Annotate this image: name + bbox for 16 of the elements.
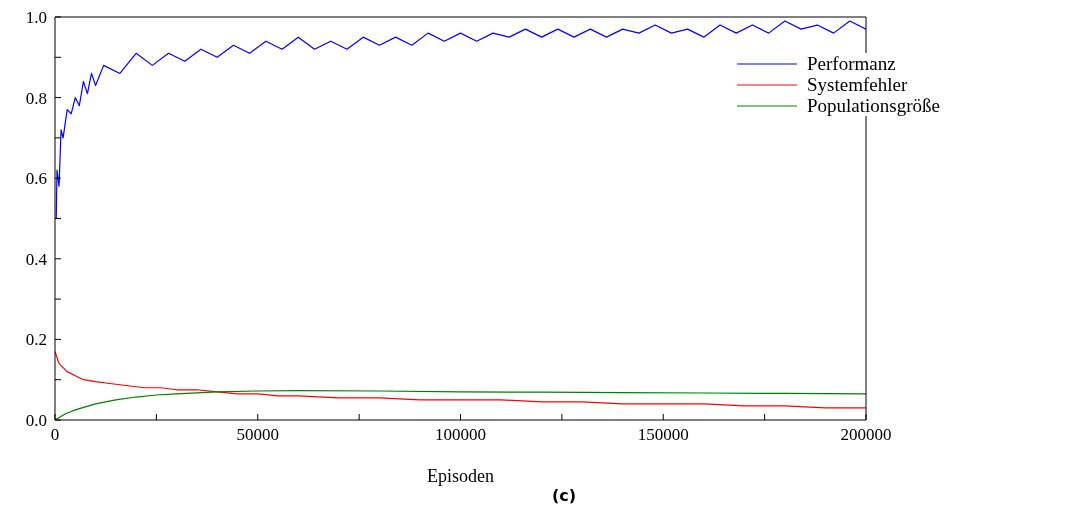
y-tick-label: 0.6 [25, 169, 47, 189]
x-tick-label: 100000 [435, 425, 486, 445]
x-axis-title: Episoden [427, 466, 494, 486]
legend-label: Populationsgröße [807, 95, 940, 116]
legend-label: Performanz [807, 53, 896, 74]
x-tick-label: 150000 [637, 425, 689, 445]
legend-label: Systemfehler [807, 74, 908, 95]
x-tick-label: 0 [50, 425, 60, 445]
y-tick-label: 0.8 [25, 88, 47, 108]
y-tick-label: 1.0 [25, 8, 47, 28]
y-tick-label: 0.4 [25, 249, 48, 269]
y-tick-label: 0.2 [25, 330, 47, 350]
x-tick-label: 200000 [840, 425, 892, 445]
y-tick-label: 0.0 [25, 411, 47, 431]
x-tick-label: 50000 [236, 425, 279, 445]
text: (c) [550, 486, 578, 505]
